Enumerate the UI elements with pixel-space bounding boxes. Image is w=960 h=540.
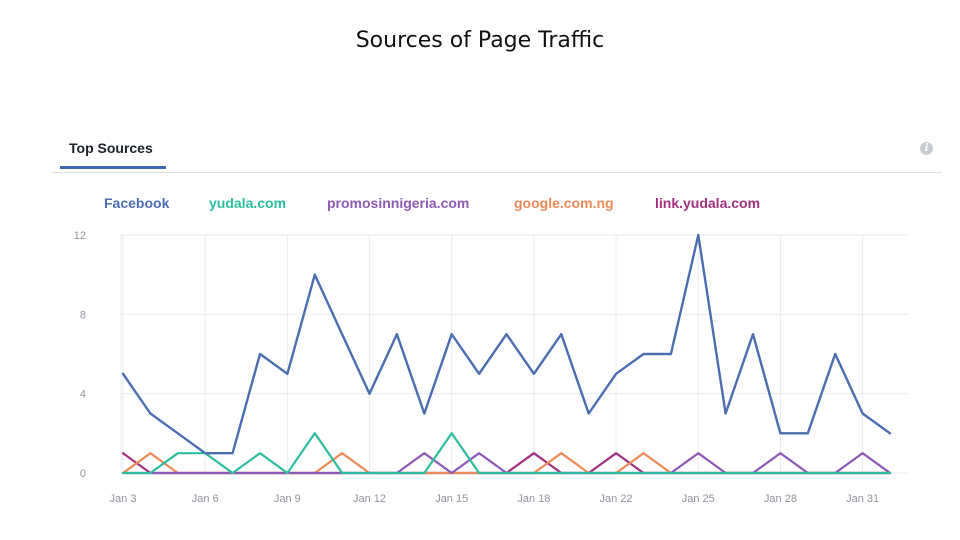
info-icon[interactable]: i — [920, 142, 933, 155]
x-tick-label: Jan 3 — [110, 493, 137, 505]
legend-item-yudala-com[interactable]: yudala.com — [209, 195, 287, 211]
y-tick-label: 0 — [80, 468, 86, 480]
x-tick-label: Jan 6 — [192, 493, 219, 505]
legend-item-facebook[interactable]: Facebook — [104, 195, 170, 211]
series-line-facebook — [121, 233, 892, 455]
y-tick-label: 4 — [80, 389, 86, 401]
series-line-yudala-com — [121, 432, 892, 475]
legend-item-promosinnigeria-com[interactable]: promosinnigeria.com — [327, 195, 470, 211]
y-tick-label: 8 — [80, 309, 86, 321]
x-tick-label: Jan 18 — [517, 493, 550, 505]
panel-header: Top Sources i — [52, 128, 942, 173]
tab-top-sources[interactable]: Top Sources — [60, 136, 166, 169]
x-tick-label: Jan 28 — [764, 493, 797, 505]
x-tick-label: Jan 9 — [274, 493, 301, 505]
y-tick-label: 12 — [74, 230, 86, 242]
x-tick-label: Jan 15 — [435, 493, 468, 505]
legend-item-link-yudala-com[interactable]: link.yudala.com — [655, 195, 761, 211]
x-tick-label: Jan 31 — [846, 493, 879, 505]
x-tick-label: Jan 22 — [600, 493, 633, 505]
x-tick-label: Jan 12 — [353, 493, 386, 505]
legend-item-google-com-ng[interactable]: google.com.ng — [514, 195, 614, 211]
page-title: Sources of Page Traffic — [355, 28, 605, 53]
x-tick-label: Jan 25 — [682, 493, 715, 505]
